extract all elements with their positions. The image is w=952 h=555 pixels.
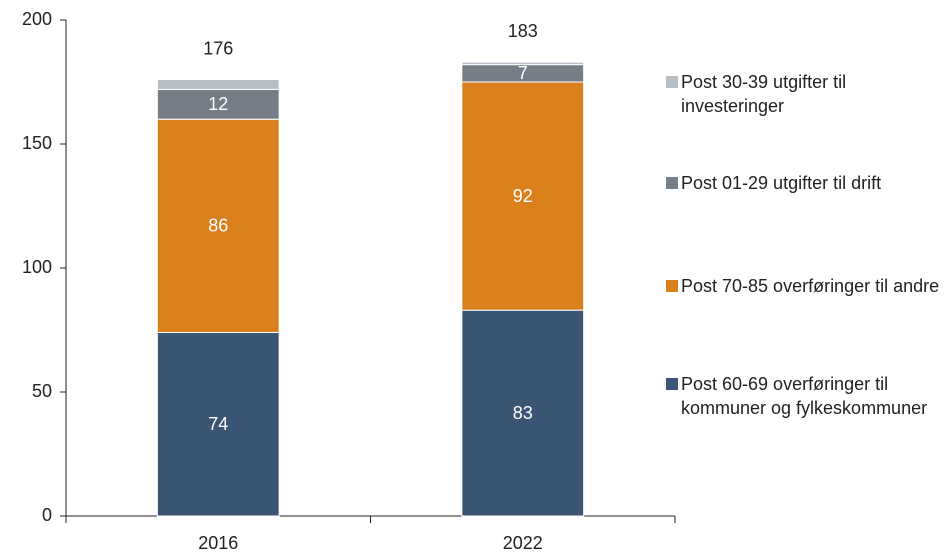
legend-label: Post 70-85 overføringer til andre [681, 276, 940, 296]
data-label: 86 [208, 216, 228, 236]
legend-label: Post 30-39 utgifter til investeringer [681, 72, 847, 116]
legend-item: Post 01-29 utgifter til drift [666, 171, 950, 195]
bar-segment [461, 309, 585, 517]
legend-swatch [666, 280, 678, 292]
legend-swatch [666, 76, 678, 88]
bar-segment [156, 118, 280, 333]
y-tick-label: 50 [32, 381, 52, 401]
bar-segment [156, 331, 280, 517]
data-label: 92 [513, 186, 533, 206]
y-tick-label: 100 [22, 257, 52, 277]
data-label: 12 [208, 94, 228, 114]
legend-swatch [666, 378, 678, 390]
total-label: 176 [203, 38, 233, 58]
data-label: 7 [518, 63, 528, 83]
legend-label: Post 01-29 utgifter til drift [681, 173, 882, 193]
total-label: 183 [508, 21, 538, 41]
bar-segment [461, 61, 585, 66]
data-label: 83 [513, 403, 533, 423]
y-tick-label: 0 [42, 505, 52, 525]
legend-swatch [666, 177, 678, 189]
y-tick-label: 200 [22, 9, 52, 29]
data-label: 74 [208, 414, 228, 434]
bar-segment [156, 79, 280, 90]
x-tick-label: 2016 [198, 533, 238, 553]
bar-segment [461, 81, 585, 311]
legend-item: Post 60-69 overføringer til kommuner og … [666, 372, 950, 420]
y-tick-label: 150 [22, 133, 52, 153]
x-tick-label: 2022 [503, 533, 543, 553]
bar-segment [156, 88, 280, 120]
legend-item: Post 30-39 utgifter til investeringer [666, 70, 950, 118]
legend-label: Post 60-69 overføringer til kommuner og … [681, 374, 928, 418]
legend-item: Post 70-85 overføringer til andre [666, 274, 950, 298]
